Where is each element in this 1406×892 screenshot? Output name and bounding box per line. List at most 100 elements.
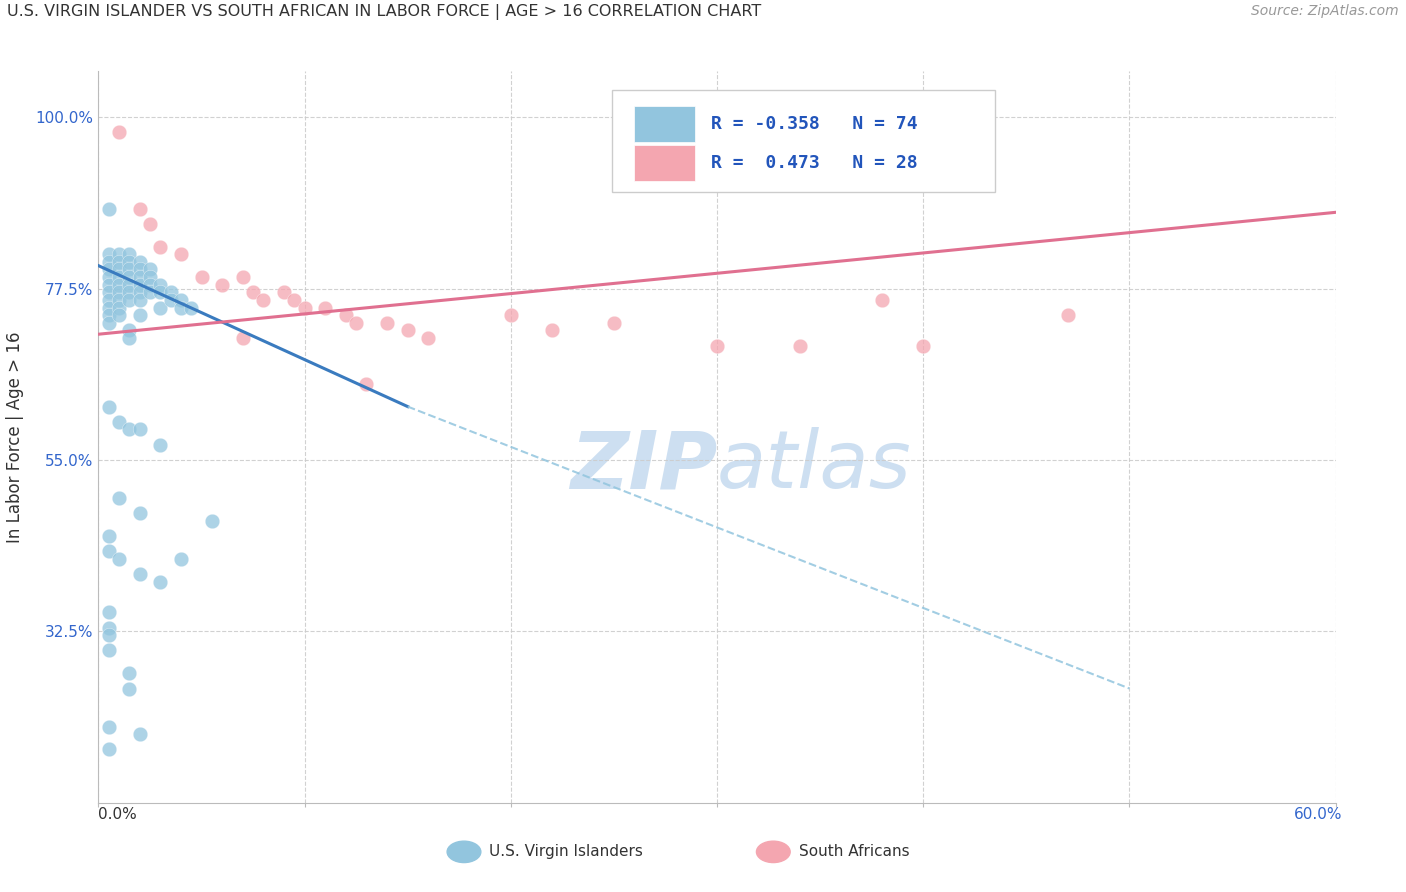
Point	[170, 293, 193, 307]
Point	[149, 239, 172, 253]
Point	[118, 681, 141, 696]
Point	[170, 301, 193, 315]
Point	[118, 255, 141, 269]
Point	[108, 491, 131, 505]
Text: R = -0.358   N = 74: R = -0.358 N = 74	[711, 115, 918, 133]
Point	[97, 262, 120, 277]
FancyBboxPatch shape	[612, 90, 995, 192]
Point	[335, 308, 357, 322]
Text: R =  0.473   N = 28: R = 0.473 N = 28	[711, 153, 918, 172]
Point	[97, 400, 120, 414]
Text: U.S. Virgin Islanders: U.S. Virgin Islanders	[489, 845, 643, 859]
Point	[170, 247, 193, 261]
Point	[118, 422, 141, 436]
Point	[149, 301, 172, 315]
Point	[118, 247, 141, 261]
Point	[211, 277, 233, 292]
Point	[108, 285, 131, 300]
Point	[344, 316, 367, 330]
Point	[912, 339, 935, 353]
Text: Source: ZipAtlas.com: Source: ZipAtlas.com	[1251, 4, 1399, 19]
Point	[294, 301, 316, 315]
Point	[108, 277, 131, 292]
Point	[149, 285, 172, 300]
Point	[149, 574, 172, 589]
Point	[273, 285, 295, 300]
Point	[97, 293, 120, 307]
Point	[97, 285, 120, 300]
Point	[108, 262, 131, 277]
Point	[232, 331, 254, 345]
Point	[97, 605, 120, 619]
Point	[118, 262, 141, 277]
Point	[97, 270, 120, 285]
Point	[190, 270, 212, 285]
Point	[870, 293, 893, 307]
Point	[603, 316, 626, 330]
Point	[283, 293, 305, 307]
Point	[242, 285, 264, 300]
Point	[139, 262, 162, 277]
Point	[128, 262, 150, 277]
Point	[118, 323, 141, 337]
Point	[108, 247, 131, 261]
Point	[1056, 308, 1078, 322]
Text: 0.0%: 0.0%	[98, 807, 138, 822]
Point	[97, 544, 120, 558]
Point	[97, 255, 120, 269]
Point	[128, 270, 150, 285]
Point	[118, 285, 141, 300]
Point	[314, 301, 336, 315]
FancyBboxPatch shape	[634, 106, 695, 143]
Point	[97, 621, 120, 635]
Point	[252, 293, 274, 307]
FancyBboxPatch shape	[634, 145, 695, 181]
Point	[139, 217, 162, 231]
Text: ZIP: ZIP	[569, 427, 717, 506]
Point	[139, 285, 162, 300]
Point	[128, 277, 150, 292]
Point	[128, 422, 150, 436]
Point	[201, 514, 224, 528]
Point	[108, 308, 131, 322]
Point	[97, 316, 120, 330]
Point	[108, 293, 131, 307]
Point	[97, 301, 120, 315]
Point	[128, 285, 150, 300]
Point	[97, 202, 120, 216]
Point	[118, 293, 141, 307]
Point	[139, 277, 162, 292]
Point	[356, 376, 378, 391]
Y-axis label: In Labor Force | Age > 16: In Labor Force | Age > 16	[7, 331, 24, 543]
Point	[97, 628, 120, 642]
Point	[375, 316, 398, 330]
Text: 60.0%: 60.0%	[1295, 807, 1343, 822]
Point	[128, 727, 150, 741]
Point	[97, 277, 120, 292]
Point	[128, 308, 150, 322]
Point	[499, 308, 522, 322]
Point	[108, 301, 131, 315]
Point	[149, 277, 172, 292]
Point	[108, 255, 131, 269]
Point	[97, 529, 120, 543]
Point	[149, 438, 172, 452]
Point	[108, 415, 131, 429]
Point	[789, 339, 811, 353]
Point	[170, 552, 193, 566]
Point	[706, 339, 728, 353]
Point	[128, 293, 150, 307]
Point	[118, 666, 141, 681]
Point	[128, 202, 150, 216]
Point	[418, 331, 440, 345]
Point	[159, 285, 181, 300]
Point	[180, 301, 202, 315]
Point	[97, 308, 120, 322]
Point	[159, 293, 181, 307]
Point	[232, 270, 254, 285]
Point	[118, 331, 141, 345]
Point	[108, 125, 131, 139]
Text: South Africans: South Africans	[799, 845, 910, 859]
Point	[108, 552, 131, 566]
Text: atlas: atlas	[717, 427, 912, 506]
